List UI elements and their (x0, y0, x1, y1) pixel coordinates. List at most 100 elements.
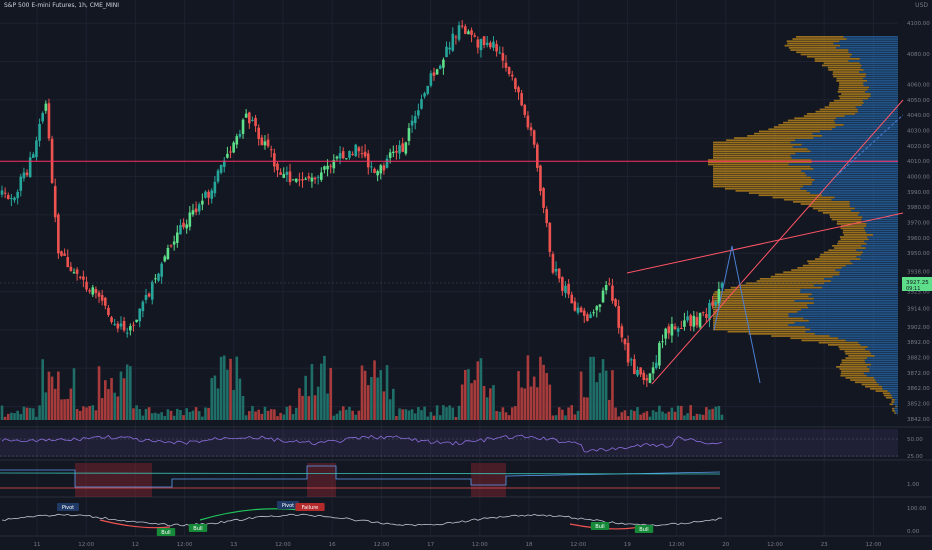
candle (357, 147, 361, 152)
volume-profile-bar-down (790, 154, 898, 157)
volume-profile-bar-up (819, 108, 858, 111)
volume-bar (373, 360, 376, 420)
volume-bar (63, 399, 66, 420)
volume-profile-bar-up (840, 372, 864, 375)
volume-profile-bar-down (862, 251, 898, 254)
volume-profile-bar-down (869, 86, 898, 89)
volume-bar (557, 407, 561, 420)
volume-bar (75, 409, 79, 420)
rsi-line (1, 434, 723, 453)
candle (185, 224, 188, 229)
candle (561, 277, 564, 291)
oscillator-level-label: 100.00 (907, 506, 927, 512)
volume-bar (539, 356, 542, 420)
volume-profile-bar-down (870, 95, 898, 98)
candle (711, 301, 714, 306)
candle (22, 172, 26, 179)
candle (392, 151, 395, 153)
volume-profile-bar-down (787, 324, 898, 326)
volume-profile-bar-down (860, 344, 898, 346)
candle (579, 307, 583, 313)
volume-profile-bar-down (863, 102, 898, 104)
volume-bar (651, 410, 655, 420)
volume-profile-bar-down (854, 207, 898, 210)
price-axis-tick: 4000.00 (907, 175, 930, 181)
volume-profile-bar-down (859, 71, 898, 73)
candle (19, 176, 23, 191)
volume-profile-bar-down (806, 174, 898, 177)
volume-profile-bar-up (714, 291, 801, 293)
volume-profile-bar-up (891, 399, 895, 401)
candle (35, 140, 38, 158)
volume-profile-bar-up (768, 128, 833, 131)
volume-bar (670, 407, 674, 420)
volume-bar (661, 411, 664, 420)
candle (413, 116, 417, 124)
volume-bar (586, 397, 589, 420)
volume-bar (676, 405, 680, 420)
volume-profile-bar-up (840, 238, 869, 241)
volume-profile-bar-down (866, 231, 898, 234)
volume-bar (238, 378, 242, 420)
volume-profile-bar-down (803, 185, 898, 188)
volume-profile-bar-down (864, 359, 898, 362)
volume-profile-bar-up (840, 363, 872, 366)
volume-profile-bar-down (814, 333, 898, 335)
candle (460, 25, 464, 27)
candle (157, 273, 160, 281)
volume-bar (388, 399, 392, 420)
volume-profile-bar-up (786, 40, 840, 43)
rsi-panel (0, 429, 898, 457)
volume-bar (16, 410, 19, 420)
volume-profile-bar-down (861, 220, 898, 223)
candle (307, 176, 311, 179)
candle (338, 153, 342, 159)
volume-bar (141, 415, 145, 420)
volume-bar (125, 364, 129, 420)
volume-profile-bar-down (805, 330, 898, 333)
candle (564, 285, 567, 293)
volume-profile-bar-up (756, 280, 831, 282)
volume-profile-bar-up (713, 300, 795, 302)
volume-profile-bar-down (794, 322, 898, 324)
candle (85, 281, 88, 290)
volume-profile-bar-up (771, 335, 830, 337)
volume-bar (235, 356, 239, 420)
candle (673, 326, 677, 330)
candle (269, 149, 273, 151)
volume-bar (304, 375, 307, 420)
candle (582, 310, 586, 316)
volume-bar (510, 407, 514, 420)
volume-profile-bar-up (772, 196, 835, 199)
volume-profile-bar-up (793, 201, 850, 203)
volume-profile-bar-up (829, 102, 864, 104)
volume-profile-bar-up (713, 324, 788, 326)
candle (285, 171, 289, 175)
volume-bar (604, 370, 608, 420)
volume-bar (485, 397, 489, 420)
time-axis-tick: 12:00 (669, 542, 685, 548)
price-axis-tick: 3872.00 (907, 371, 930, 377)
candle (147, 293, 151, 297)
volume-profile-bar-down (869, 370, 898, 373)
signal-badge (295, 503, 325, 511)
volume-profile-bar-down (867, 357, 898, 359)
candle (204, 191, 207, 198)
volume-bar (536, 387, 539, 420)
volume-profile-bar-down (821, 135, 898, 137)
volume-profile-bar-down (866, 73, 898, 76)
candle (194, 208, 198, 213)
volume-profile-bar-up (800, 53, 852, 56)
indicator2-zone (75, 463, 152, 497)
candle (100, 295, 104, 301)
volume-profile-bar-down (835, 126, 898, 128)
volume-bar (354, 414, 358, 420)
candle (197, 204, 201, 212)
candle (510, 74, 514, 77)
volume-profile-bar-up (819, 256, 857, 258)
candle (291, 179, 295, 181)
volume-bar (78, 410, 82, 420)
time-axis-tick: 12:00 (78, 542, 94, 548)
candle (686, 316, 689, 321)
